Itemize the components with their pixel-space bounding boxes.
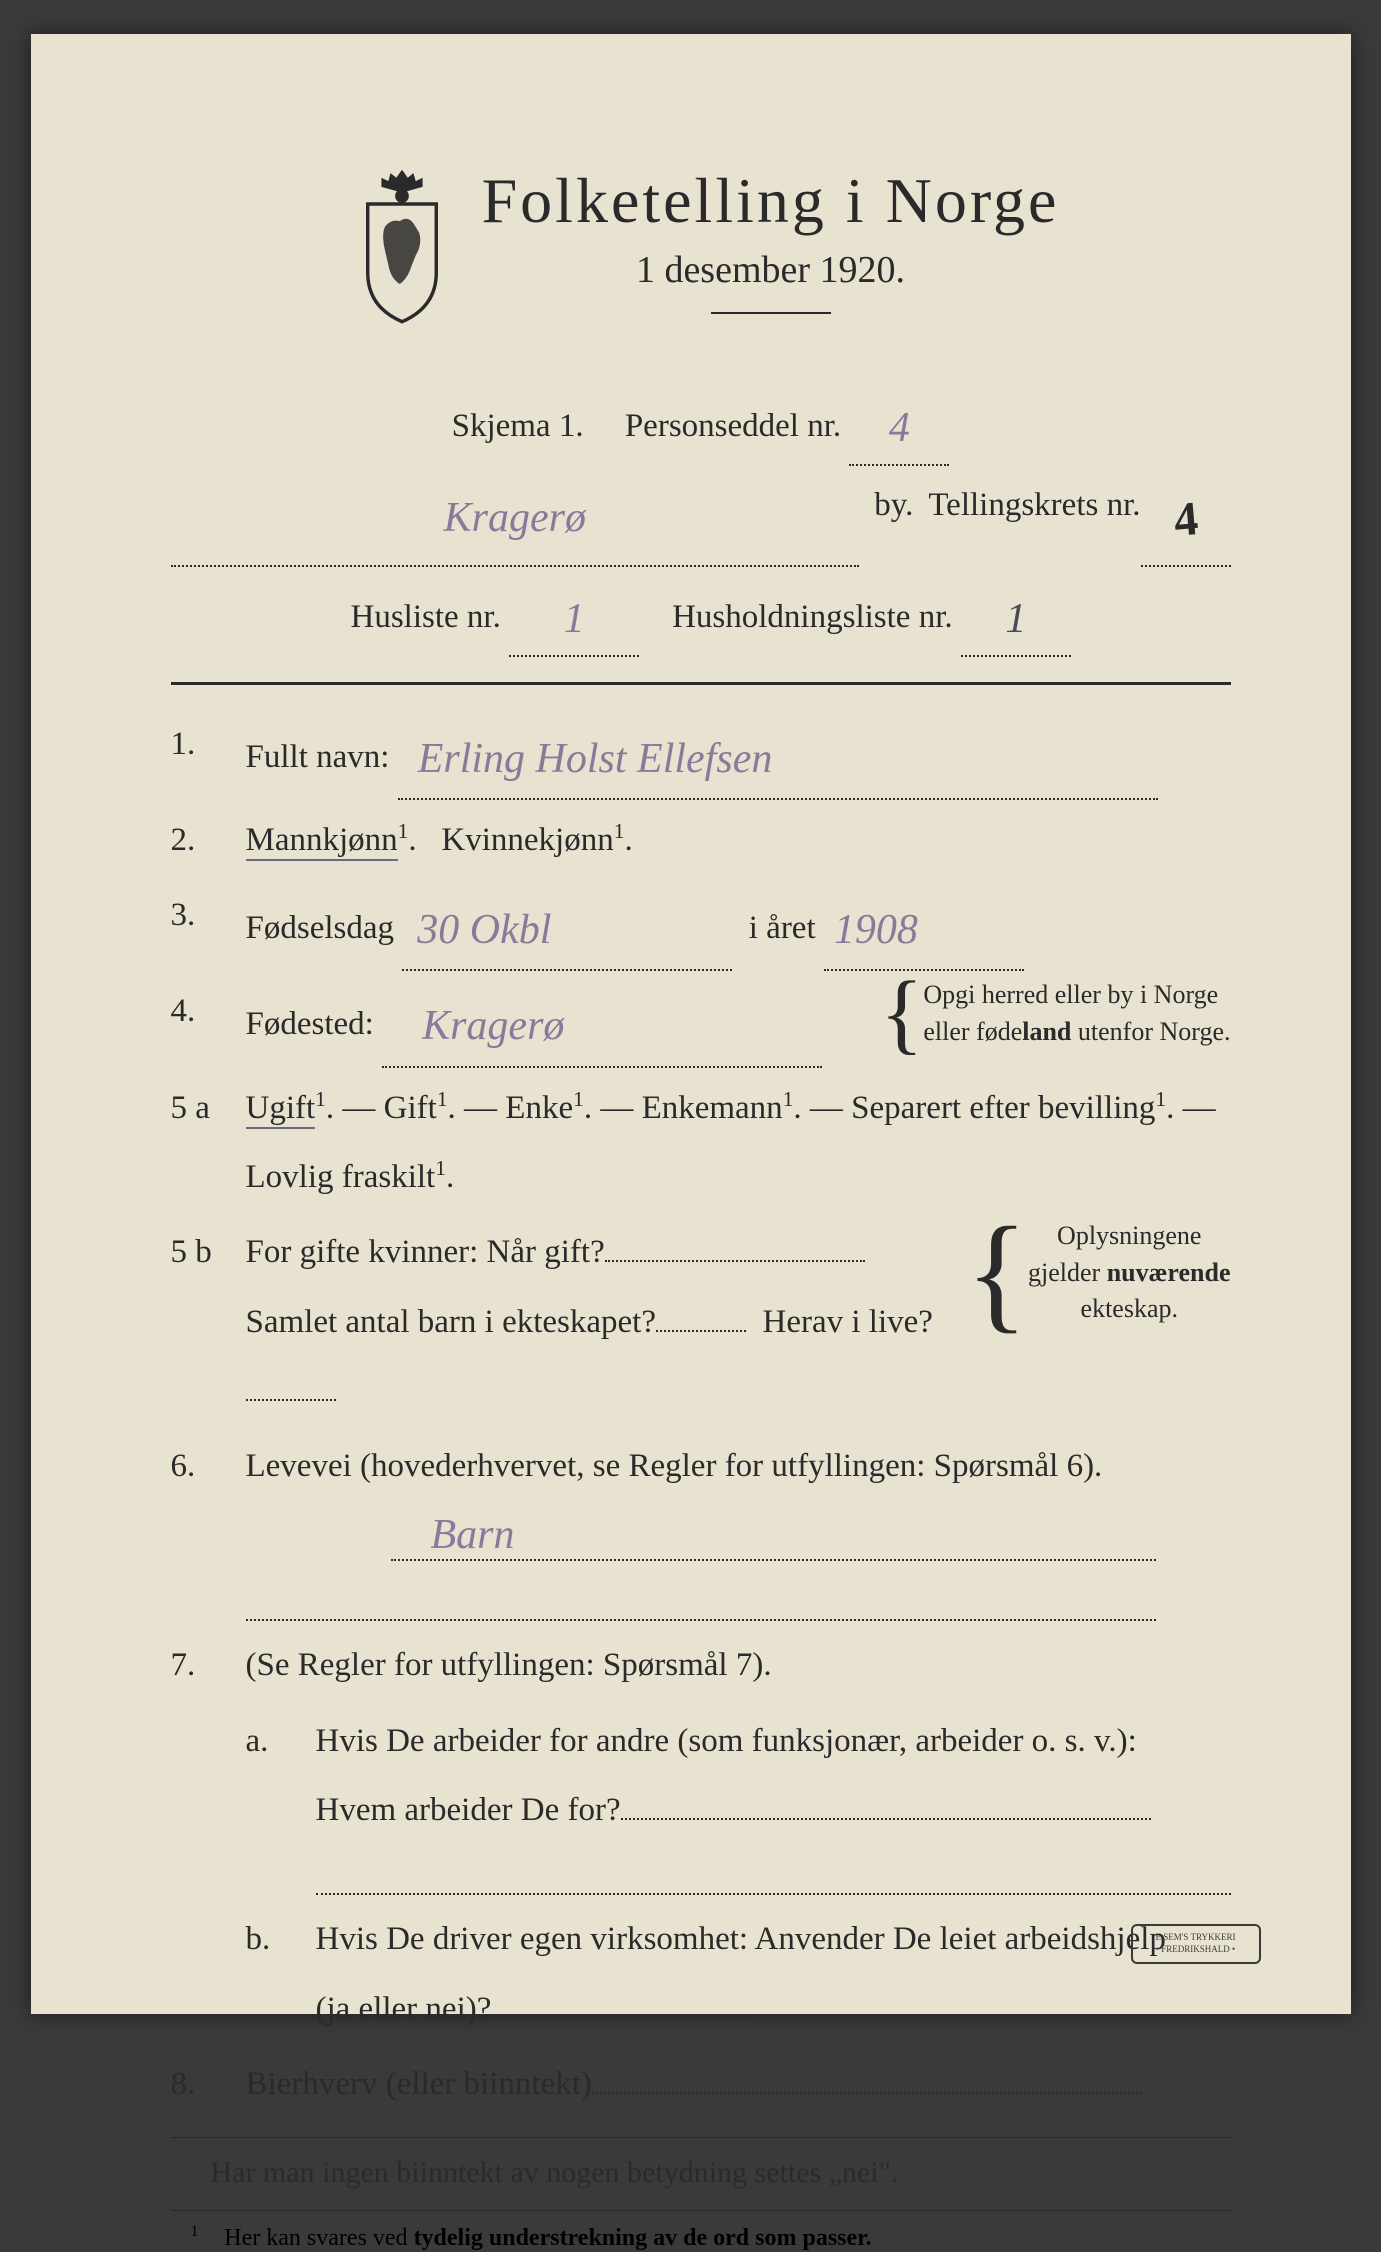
q2-mann: Mannkjønn — [246, 822, 398, 861]
question-6: 6. Levevei (hovederhvervet, se Regler fo… — [171, 1432, 1231, 1501]
q7b-letter: b. — [246, 1905, 271, 1974]
footnote: 1 Her kan svares ved tydelig understrekn… — [171, 2210, 1231, 2252]
tellingskrets-value: 4 — [1170, 473, 1202, 566]
q5a-enke: Enke — [505, 1090, 573, 1126]
husliste-value: 1 — [564, 596, 585, 642]
q7b-l1: Hvis De driver egen virksomhet: Anvender… — [316, 1921, 1166, 1957]
meta-row-1: Skjema 1. Personseddel nr. 4 — [171, 384, 1231, 466]
footer-note: Har man ingen biinntekt av nogen betydni… — [171, 2156, 1231, 2190]
q5a-ugift: Ugift — [246, 1090, 316, 1129]
question-8: 8. Bierhverv (eller biinntekt) — [171, 2050, 1231, 2119]
question-3: 3. Fødselsdag 30 Okbl i året 1908 — [171, 881, 1231, 971]
q7a-letter: a. — [246, 1707, 269, 1776]
q2-kvinne: Kvinnekjønn — [441, 822, 613, 858]
question-5b: 5 b For gifte kvinner: Når gift? Samlet … — [171, 1218, 1231, 1426]
q1-label: Fullt navn: — [246, 739, 390, 775]
q8-num: 8. — [171, 2050, 196, 2119]
q6-label: Levevei (hovederhvervet, se Regler for u… — [246, 1448, 1103, 1484]
personseddel-label: Personseddel nr. — [625, 408, 841, 444]
footnote-num: 1 — [171, 2223, 219, 2240]
q4-value: Kragerø — [382, 1003, 564, 1049]
document-header: Folketelling i Norge 1 desember 1920. — [171, 164, 1231, 344]
q2-num: 2. — [171, 806, 196, 875]
q7a-l2: Hvem arbeider De for? — [316, 1792, 621, 1828]
q7-num: 7. — [171, 1631, 196, 1700]
q3-year-label: i året — [749, 910, 816, 946]
question-4: 4. Fødested: Kragerø { Opgi herred eller… — [171, 977, 1231, 1067]
q5b-note: Oplysningene gjelder nuværende ekteskap. — [1028, 1218, 1230, 1327]
printer-stamp: E.SEM'S TRYKKERI • FREDRIKSHALD • — [1131, 1924, 1261, 1964]
header-divider — [711, 312, 831, 314]
question-5a: 5 a Ugift1. — Gift1. — Enke1. — Enkemann… — [171, 1074, 1231, 1213]
q6-answer-2 — [246, 1571, 1156, 1621]
question-7: 7. (Se Regler for utfyllingen: Spørsmål … — [171, 1631, 1231, 1700]
q4-note: Opgi herred eller by i Norge eller fødel… — [923, 977, 1230, 1050]
q5a-num: 5 a — [171, 1074, 210, 1143]
q6-value: Barn — [431, 1511, 515, 1559]
q1-num: 1. — [171, 710, 196, 779]
q3-label: Fødselsdag — [246, 910, 395, 946]
husliste-label: Husliste nr. — [351, 599, 501, 635]
main-title: Folketelling i Norge — [482, 164, 1060, 238]
q7a-answer — [316, 1855, 1231, 1895]
q5b-label1: For gifte kvinner: Når gift? — [246, 1234, 605, 1270]
personseddel-value: 4 — [889, 405, 910, 451]
brace-icon: { — [966, 1234, 1028, 1312]
tellingskrets-label: Tellingskrets nr. — [928, 474, 1140, 567]
skjema-label: Skjema 1. — [452, 408, 584, 444]
q7a-l1: Hvis De arbeider for andre (som funksjon… — [316, 1723, 1137, 1759]
footnote-text-b: tydelig understrekning av de ord som pas… — [414, 2225, 872, 2251]
by-suffix: by. — [859, 474, 928, 567]
q6-answer-1: Barn — [391, 1511, 1156, 1561]
subtitle: 1 desember 1920. — [482, 248, 1060, 292]
q5a-separert: Separert efter bevilling — [851, 1090, 1155, 1126]
question-1: 1. Fullt navn: Erling Holst Ellefsen — [171, 710, 1231, 800]
q5b-label2: Samlet antal barn i ekteskapet? — [246, 1304, 657, 1340]
divider-2 — [171, 2137, 1231, 2138]
q4-num: 4. — [171, 977, 196, 1046]
question-7b: b. Hvis De driver egen virksomhet: Anven… — [171, 1905, 1231, 2044]
q5b-num: 5 b — [171, 1218, 212, 1287]
q5b-label3: Herav i live? — [763, 1304, 933, 1340]
divider-1 — [171, 682, 1231, 685]
q8-label: Bierhverv (eller biinntekt) — [246, 2066, 592, 2102]
document-page: Folketelling i Norge 1 desember 1920. Sk… — [31, 34, 1351, 2014]
q6-num: 6. — [171, 1432, 196, 1501]
meta-row-3: Husliste nr. 1 Husholdningsliste nr. 1 — [171, 575, 1231, 657]
brace-icon: { — [880, 987, 923, 1041]
husholdning-label: Husholdningsliste nr. — [672, 599, 953, 635]
q1-value: Erling Holst Ellefsen — [398, 736, 773, 782]
question-2: 2. Mannkjønn1. Kvinnekjønn1. — [171, 806, 1231, 875]
meta-row-2: Kragerø by. Tellingskrets nr. 4 — [171, 474, 1231, 567]
question-7a: a. Hvis De arbeider for andre (som funks… — [171, 1707, 1231, 1846]
q3-day: 30 Okbl — [402, 907, 551, 953]
q7-label: (Se Regler for utfyllingen: Spørsmål 7). — [246, 1647, 772, 1683]
q5a-enkemann: Enkemann — [642, 1090, 783, 1126]
q4-label: Fødested: — [246, 1006, 374, 1042]
q7b-l2: (ja eller nei)? — [316, 1991, 492, 2027]
by-value: Kragerø — [444, 495, 586, 541]
coat-of-arms-icon — [342, 164, 462, 324]
q5a-fraskilt: Lovlig fraskilt — [246, 1159, 436, 1195]
q3-num: 3. — [171, 881, 196, 950]
footnote-text-a: Her kan svares ved — [224, 2225, 413, 2251]
q5a-gift: Gift — [384, 1090, 437, 1126]
husholdning-value: 1 — [1005, 596, 1026, 642]
q3-year: 1908 — [824, 907, 918, 953]
